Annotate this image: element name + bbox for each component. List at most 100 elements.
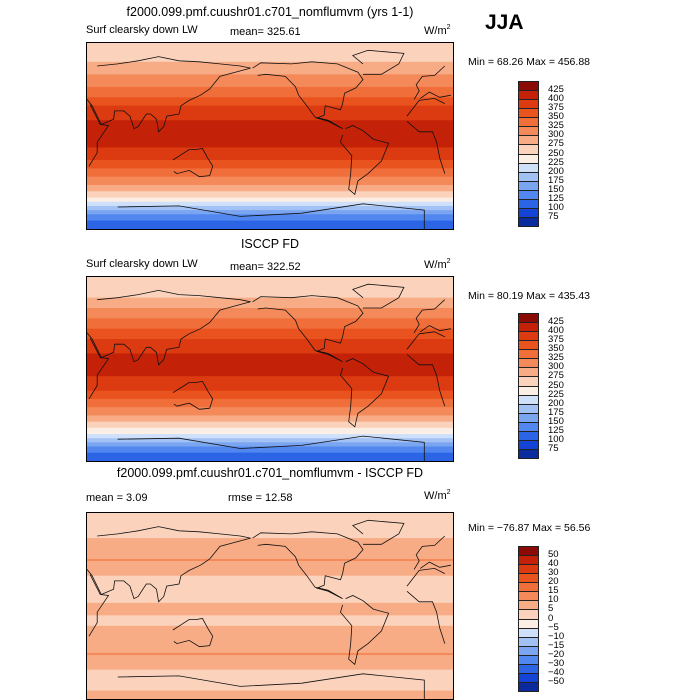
map-lat-band <box>87 347 453 350</box>
map-lat-band <box>87 434 453 437</box>
panel-1-map <box>86 42 454 230</box>
colorbar-tick-label: 175 <box>548 406 564 418</box>
continent-outline <box>351 283 405 309</box>
map-lat-band <box>87 101 453 105</box>
map-lat-band <box>87 114 453 117</box>
map-lat-band <box>87 623 453 627</box>
map-lat-band <box>87 367 453 371</box>
colorbar-tick-label: 150 <box>548 183 564 195</box>
colorbar-tick-label: 200 <box>548 397 564 409</box>
map-lat-band <box>87 552 453 556</box>
map-lat-band <box>87 287 453 290</box>
map-lat-band <box>87 341 453 344</box>
map-lat-band <box>87 436 453 439</box>
colorbar-swatch <box>518 216 539 227</box>
map-lat-band <box>87 513 453 516</box>
map-lat-band <box>87 216 453 220</box>
map-lat-band <box>87 586 453 589</box>
map-lat-band <box>87 210 453 213</box>
colorbar-tick-label: 100 <box>548 433 564 445</box>
colorbar-tick-label: 20 <box>548 576 559 588</box>
map-lat-band <box>87 147 453 151</box>
map-lat-band <box>87 289 453 293</box>
map-lat-band <box>87 382 453 386</box>
map-lat-band <box>87 621 453 625</box>
map-lat-band <box>87 423 453 427</box>
colorbar-tick-label: 150 <box>548 415 564 427</box>
map-lat-band <box>87 634 453 637</box>
map-lat-band <box>87 407 453 410</box>
map-lat-band <box>87 558 453 562</box>
map-lat-band <box>87 103 453 107</box>
map-lat-band <box>87 86 453 90</box>
map-lat-band <box>87 655 453 658</box>
colorbar-tick-label: 175 <box>548 174 564 186</box>
map-lat-band <box>87 590 453 593</box>
map-lat-band <box>87 297 453 301</box>
map-lat-band <box>87 182 453 186</box>
panel-3-map-svg <box>87 513 453 699</box>
map-lat-band <box>87 669 453 673</box>
map-lat-band <box>87 74 453 78</box>
panel-2-variable: Surf clearsky down LW <box>86 258 198 270</box>
colorbar-tick-label: 0 <box>548 612 554 624</box>
panel-2-units: W/m2 <box>424 258 451 271</box>
map-lat-band <box>87 409 453 412</box>
map-lat-band <box>87 76 453 80</box>
map-lat-band <box>87 394 453 398</box>
panel-2-minmax: Min = 80.19 Max = 435.43 <box>468 290 590 302</box>
map-lat-band <box>87 178 453 182</box>
map-lat-band <box>87 172 453 176</box>
colorbar-tick-label: 225 <box>548 156 564 168</box>
map-lat-band <box>87 388 453 392</box>
map-lat-band <box>87 684 453 687</box>
map-lat-band <box>87 109 453 113</box>
map-lat-band <box>87 665 453 669</box>
map-lat-band <box>87 320 453 324</box>
map-lat-band <box>87 134 453 138</box>
panel-3-units: W/m2 <box>424 489 451 502</box>
map-lat-band <box>87 372 453 375</box>
map-lat-band <box>87 604 453 608</box>
map-lat-band <box>87 561 453 564</box>
map-lat-band <box>87 619 453 623</box>
map-lat-band <box>87 155 453 159</box>
map-lat-band <box>87 49 453 52</box>
colorbar-tick-label: −40 <box>548 666 565 678</box>
continent-outline <box>340 125 390 196</box>
map-lat-band <box>87 45 453 48</box>
panel-2-map <box>86 276 454 462</box>
panel-1-units: W/m2 <box>424 24 451 37</box>
colorbar-tick-label: 275 <box>548 138 564 150</box>
map-lat-band <box>87 442 453 445</box>
map-lat-band <box>87 538 453 541</box>
map-lat-band <box>87 565 453 568</box>
map-lat-band <box>87 554 453 558</box>
map-lat-band <box>87 118 453 121</box>
map-lat-band <box>87 312 453 315</box>
map-lat-band <box>87 191 453 194</box>
continent-outline <box>117 435 425 461</box>
colorbar-tick-label: 375 <box>548 102 564 114</box>
map-lat-band <box>87 126 453 130</box>
map-lat-band <box>87 91 453 94</box>
map-lat-band <box>87 688 453 692</box>
map-lat-band <box>87 80 453 84</box>
map-lat-band <box>87 349 453 352</box>
map-lat-band <box>87 132 453 136</box>
map-lat-band <box>87 205 453 209</box>
map-lat-band <box>87 283 453 286</box>
colorbar-tick-label: −20 <box>548 648 565 660</box>
colorbar-tick-label: 325 <box>548 120 564 132</box>
map-lat-band <box>87 607 453 610</box>
map-lat-band <box>87 425 453 429</box>
map-lat-band <box>87 678 453 681</box>
map-lat-band <box>87 533 453 537</box>
colorbar-tick-label: 125 <box>548 424 564 436</box>
colorbar-tick-label: 350 <box>548 343 564 355</box>
panel-1-colorbar <box>518 81 539 227</box>
map-lat-band <box>87 316 453 319</box>
map-lat-band <box>87 72 453 75</box>
map-lat-band <box>87 542 453 545</box>
map-lat-band <box>87 525 453 529</box>
